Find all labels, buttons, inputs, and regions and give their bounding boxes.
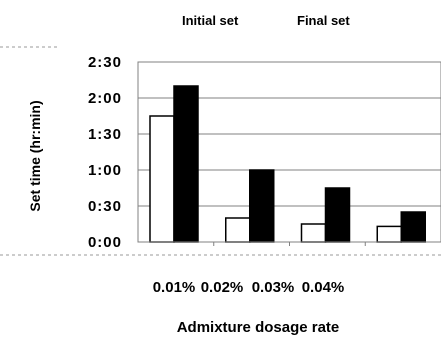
x-tick-label: 0.04%	[302, 279, 345, 296]
bar-final-1	[173, 85, 199, 243]
x-tick-label: 0.02%	[201, 279, 244, 296]
x-tick-label: 0.03%	[252, 279, 295, 296]
x-axis-label: Admixture dosage rate	[177, 319, 340, 336]
y-tick-label: 0:00	[88, 234, 122, 251]
plot-area-border	[137, 61, 441, 243]
y-tick-labels: 0:00 0:30 1:00 1:30 2:00 2:30	[88, 54, 122, 251]
y-tick-label: 2:00	[88, 90, 122, 107]
y-tick-label: 1:30	[88, 126, 122, 143]
bar-final-2	[249, 169, 275, 243]
x-tick-label: 0.01%	[153, 279, 196, 296]
bar-initial-1	[149, 115, 175, 243]
bar-final-4	[400, 211, 426, 243]
y-tick-label: 1:00	[88, 162, 122, 179]
legend-final-set: Final set	[297, 13, 350, 28]
legend: Initial set Final set	[182, 13, 350, 28]
bar-final-3	[324, 187, 351, 243]
bars	[149, 85, 426, 246]
bar-initial-3	[300, 223, 327, 243]
bar-initial-4	[376, 225, 402, 243]
y-tick-label: 0:30	[88, 198, 122, 215]
bar-initial-2	[225, 217, 251, 243]
y-axis-label: Set time (hr:min)	[27, 100, 43, 211]
legend-initial-set: Initial set	[182, 13, 239, 28]
x-tick-labels: 0.01% 0.02% 0.03% 0.04%	[153, 279, 345, 296]
y-tick-label: 2:30	[88, 54, 122, 71]
